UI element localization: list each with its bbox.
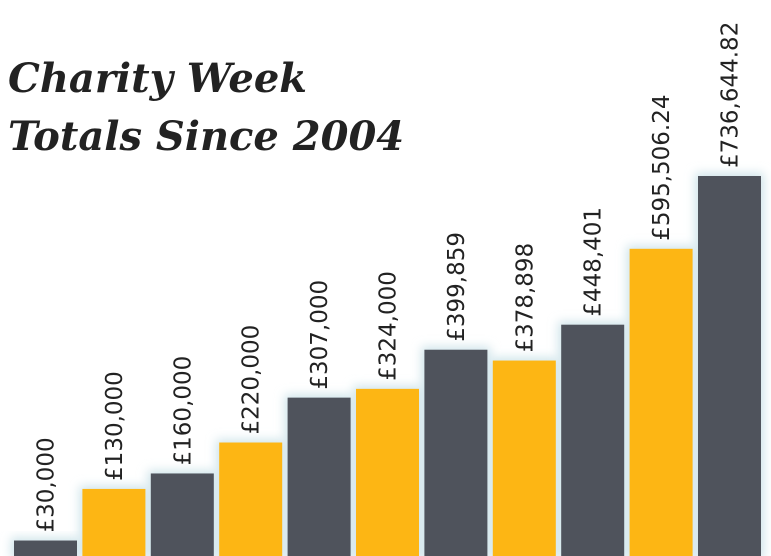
bar-value-label-11: £736,644.82 [718,22,744,168]
bar-2 [82,488,146,556]
bar-9 [561,324,625,556]
bar-value-label-4: £220,000 [239,325,265,435]
bar-value-label-6: £324,000 [376,271,402,381]
chart-title-line-1: Charity Week [8,55,307,102]
bar-6 [356,388,419,556]
value-label-layer: £30,000 £130,000 £160,000 £220,000 £307,000 £… [34,22,744,533]
bar-3 [150,473,214,556]
bar-layer [14,176,761,556]
bar-value-label-1: £30,000 [34,437,60,532]
bar-value-label-2: £130,000 [102,371,128,481]
bar-value-label-5: £307,000 [307,280,333,390]
bar-10 [629,248,693,556]
bar-value-label-9: £448,401 [581,207,607,317]
bar-value-label-3: £160,000 [170,356,196,466]
bar-4 [219,442,283,556]
bar-value-label-10: £595,506.24 [649,94,675,240]
bar-11 [698,176,761,556]
bar-8 [492,360,556,556]
chart-title-line-2: Totals Since 2004 [8,113,404,160]
bar-value-label-8: £378,898 [512,243,538,353]
bar-7 [424,349,488,556]
bar-value-label-7: £399,859 [444,232,470,342]
bar-1 [14,540,77,556]
bar-5 [287,397,351,556]
